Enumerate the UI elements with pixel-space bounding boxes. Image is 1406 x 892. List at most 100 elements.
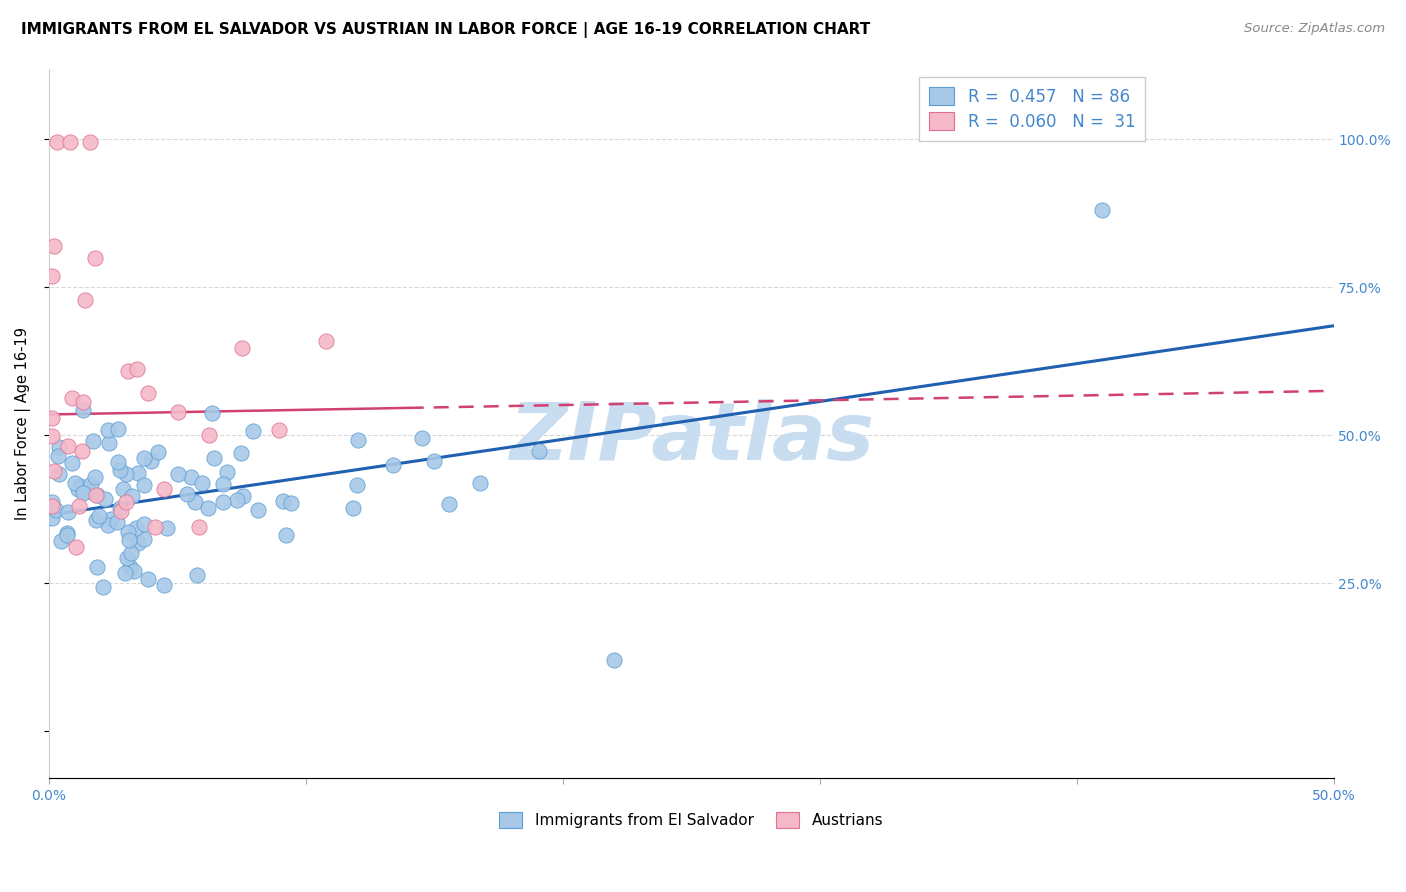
Point <box>315 334 337 348</box>
Point <box>79 476 101 491</box>
Point <box>127 466 149 480</box>
Point <box>117 364 139 378</box>
Point <box>110 463 132 477</box>
Point <box>124 564 146 578</box>
Point <box>125 520 148 534</box>
Point <box>529 444 551 458</box>
Point <box>84 488 107 502</box>
Point <box>120 560 142 574</box>
Point <box>1091 203 1114 218</box>
Text: Source: ZipAtlas.com: Source: ZipAtlas.com <box>1244 22 1385 36</box>
Point <box>186 567 208 582</box>
Legend: Immigrants from El Salvador, Austrians: Immigrants from El Salvador, Austrians <box>494 806 890 834</box>
Point <box>41 411 63 425</box>
Point <box>156 520 179 534</box>
Point <box>41 495 63 509</box>
Point <box>84 251 107 265</box>
Point <box>212 495 235 509</box>
Point <box>468 476 491 491</box>
Point <box>86 513 108 527</box>
Point <box>211 476 233 491</box>
Point <box>423 454 446 468</box>
Point <box>48 467 70 481</box>
Point <box>100 512 122 526</box>
Point <box>136 386 159 401</box>
Point <box>41 500 63 514</box>
Point <box>274 528 297 542</box>
Point <box>82 434 104 448</box>
Point <box>242 425 264 439</box>
Point <box>603 653 626 667</box>
Point <box>167 405 190 419</box>
Point <box>72 486 94 500</box>
Point <box>114 566 136 580</box>
Point <box>247 503 270 517</box>
Point <box>141 454 163 468</box>
Point <box>202 451 225 466</box>
Point <box>112 483 135 497</box>
Point <box>115 551 138 566</box>
Point <box>114 495 136 509</box>
Point <box>107 516 129 530</box>
Point <box>41 511 63 525</box>
Point <box>134 533 156 547</box>
Point <box>184 495 207 509</box>
Point <box>226 493 249 508</box>
Point <box>108 501 131 516</box>
Point <box>381 458 404 472</box>
Point <box>346 478 368 492</box>
Point <box>232 489 254 503</box>
Point <box>65 540 87 554</box>
Point <box>56 505 79 519</box>
Point <box>120 546 142 560</box>
Point <box>89 509 111 524</box>
Point <box>188 520 211 534</box>
Point <box>94 491 117 506</box>
Point <box>59 136 82 150</box>
Point <box>115 467 138 481</box>
Point <box>72 394 94 409</box>
Point <box>48 440 70 454</box>
Point <box>346 433 368 447</box>
Point <box>72 402 94 417</box>
Point <box>121 489 143 503</box>
Point <box>77 483 100 498</box>
Point <box>229 446 252 460</box>
Point <box>56 526 79 541</box>
Point <box>67 482 90 496</box>
Point <box>97 423 120 437</box>
Point <box>97 518 120 533</box>
Point <box>56 439 79 453</box>
Point <box>45 503 67 517</box>
Point <box>217 465 239 479</box>
Point <box>107 422 129 436</box>
Point <box>197 500 219 515</box>
Point <box>44 239 66 253</box>
Point <box>411 431 433 445</box>
Point <box>107 455 129 469</box>
Point <box>143 520 166 534</box>
Point <box>45 136 67 150</box>
Point <box>110 504 132 518</box>
Point <box>231 341 253 355</box>
Point <box>176 487 198 501</box>
Point <box>197 428 219 442</box>
Point <box>86 560 108 574</box>
Point <box>132 478 155 492</box>
Point <box>118 533 141 547</box>
Point <box>46 449 69 463</box>
Point <box>63 475 86 490</box>
Point <box>79 136 101 150</box>
Point <box>91 580 114 594</box>
Point <box>42 464 65 478</box>
Y-axis label: In Labor Force | Age 16-19: In Labor Force | Age 16-19 <box>15 326 31 520</box>
Point <box>201 407 224 421</box>
Point <box>67 499 90 513</box>
Point <box>153 577 176 591</box>
Point <box>60 391 83 405</box>
Point <box>138 572 160 586</box>
Point <box>167 467 190 482</box>
Point <box>134 517 156 532</box>
Point <box>86 487 108 501</box>
Point <box>117 525 139 540</box>
